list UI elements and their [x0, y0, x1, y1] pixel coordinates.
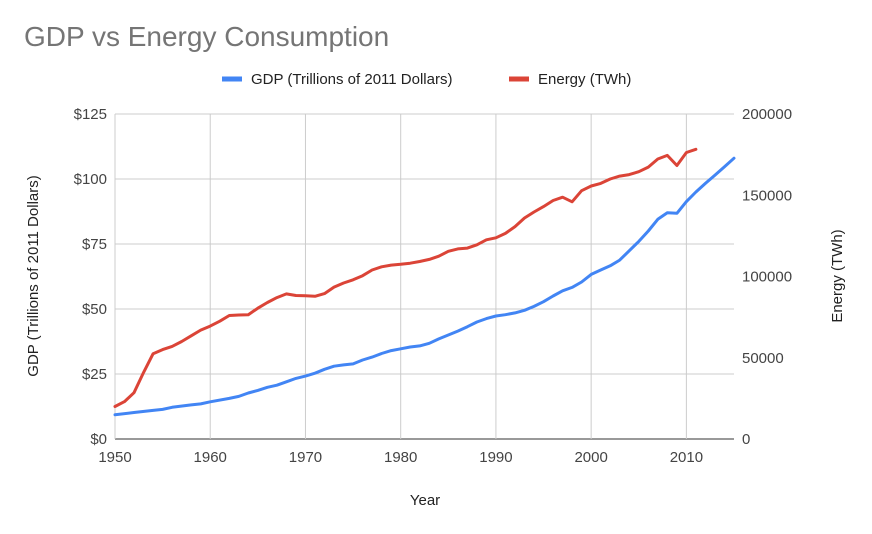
y-axis-left-label: GDP (Trillions of 2011 Dollars) — [25, 175, 42, 376]
x-tick-label: 1970 — [289, 449, 322, 466]
y-right-tick-label: 0 — [742, 431, 750, 448]
y-left-tick-label: $50 — [82, 301, 107, 318]
y-left-tick-label: $100 — [74, 171, 107, 188]
gridlines — [114, 113, 734, 440]
x-tick-label: 1980 — [384, 449, 417, 466]
y-axis-left-ticks: $0 $25 $50 $75 $100 $125 — [74, 106, 107, 448]
series-line-gdp — [113, 156, 736, 417]
legend-label-energy: Energy (TWh) — [538, 71, 631, 88]
y-right-tick-label: 150000 — [742, 187, 792, 204]
series-lines — [113, 147, 736, 417]
chart-legend[interactable]: GDP (Trillions of 2011 Dollars) Energy (… — [222, 71, 631, 88]
y-right-tick-label: 200000 — [742, 106, 792, 123]
series-line-energy — [113, 147, 698, 408]
x-tick-label: 2000 — [574, 449, 607, 466]
y-axis-right-label: Energy (TWh) — [829, 229, 846, 322]
y-axis-right-ticks: 0 50000 100000 150000 200000 — [742, 106, 792, 448]
chart-title: GDP vs Energy Consumption — [24, 21, 389, 52]
y-left-tick-label: $25 — [82, 366, 107, 383]
y-right-tick-label: 100000 — [742, 269, 792, 286]
x-axis-ticks: 1950 1960 1970 1980 1990 2000 2010 — [98, 449, 703, 466]
legend-label-gdp: GDP (Trillions of 2011 Dollars) — [251, 71, 452, 88]
y-left-tick-label: $125 — [74, 106, 107, 123]
x-axis-label: Year — [410, 492, 440, 509]
y-right-tick-label: 50000 — [742, 350, 784, 367]
x-tick-label: 2010 — [670, 449, 703, 466]
y-left-tick-label: $75 — [82, 236, 107, 253]
x-tick-label: 1960 — [194, 449, 227, 466]
x-tick-label: 1990 — [479, 449, 512, 466]
y-left-tick-label: $0 — [90, 431, 107, 448]
x-tick-label: 1950 — [98, 449, 131, 466]
